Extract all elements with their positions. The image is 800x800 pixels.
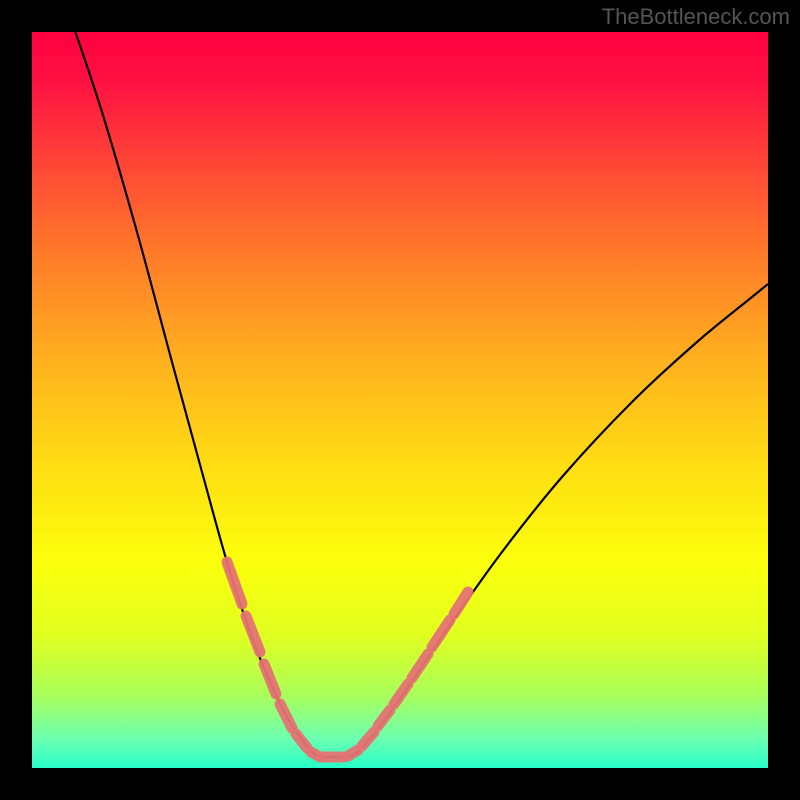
curve-layer: [32, 32, 768, 768]
marker-bands: [227, 562, 468, 757]
plot-area: [32, 32, 768, 768]
attribution-text: TheBottleneck.com: [602, 4, 790, 30]
curve-left-branch: [72, 32, 318, 757]
